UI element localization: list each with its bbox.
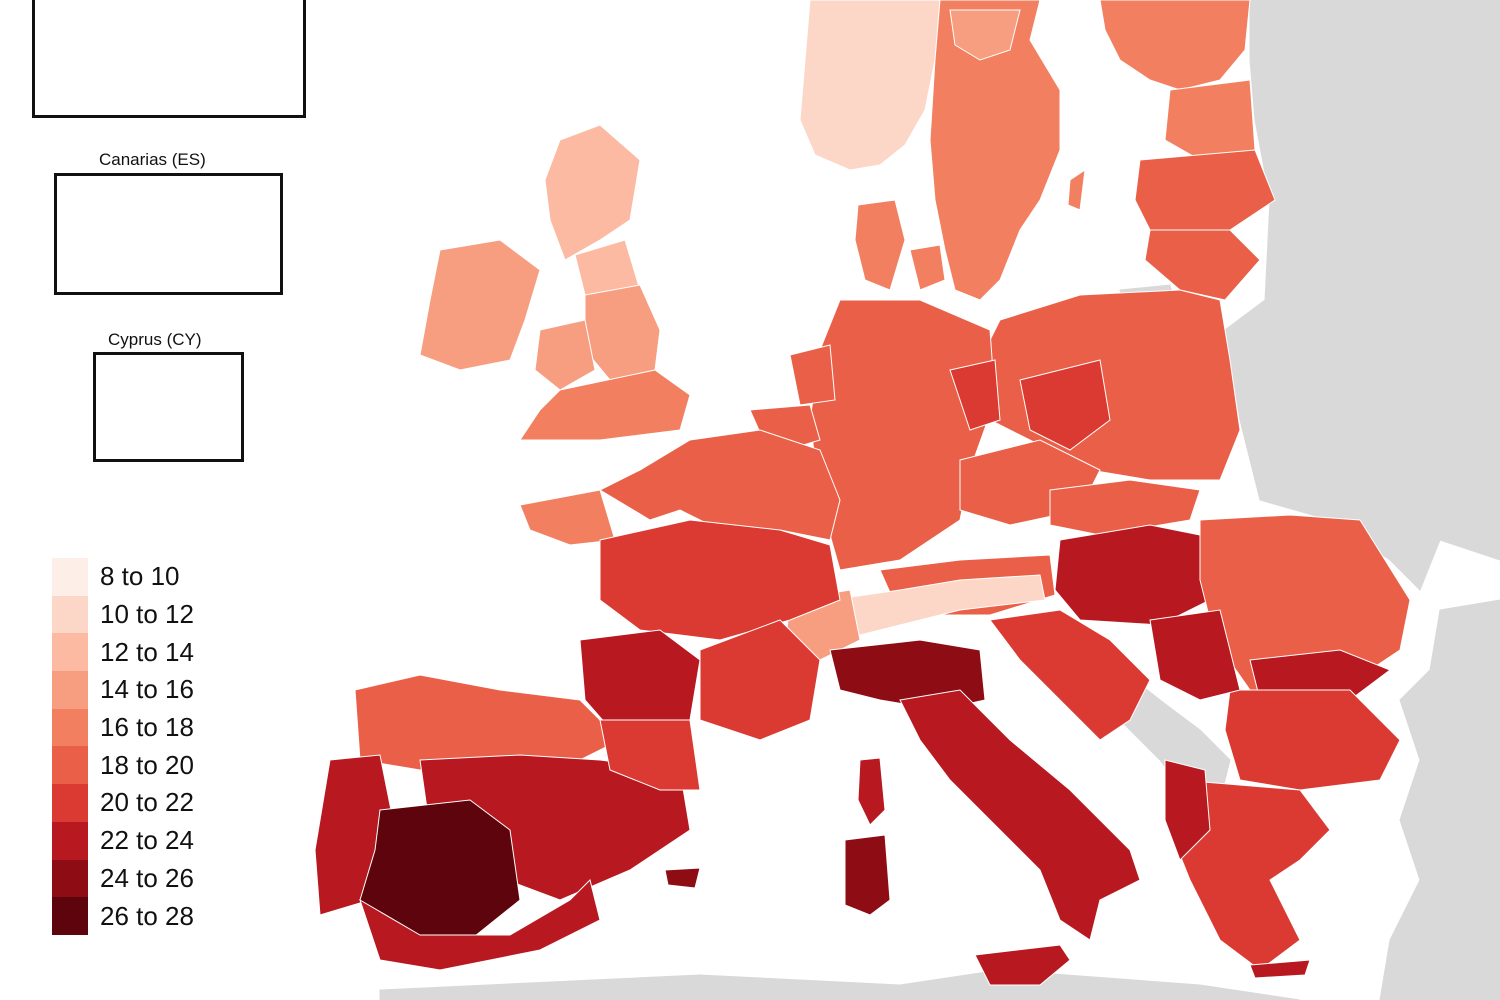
crete xyxy=(1249,959,1311,979)
norway xyxy=(799,0,941,171)
legend-swatch xyxy=(52,746,88,785)
england-midlands xyxy=(584,284,661,381)
legend-label: 22 to 24 xyxy=(100,825,194,856)
germany xyxy=(809,299,996,571)
non-eu-land xyxy=(379,0,1500,1000)
italy-peninsula xyxy=(899,689,1141,941)
legend-label: 24 to 26 xyxy=(100,862,194,893)
legend-item: 26 to 28 xyxy=(52,897,194,935)
legend-label: 12 to 14 xyxy=(100,636,194,667)
wales xyxy=(534,319,596,391)
spain-north xyxy=(354,674,621,771)
legend-swatch xyxy=(52,671,88,709)
alps-light xyxy=(829,574,1046,641)
legend-swatch xyxy=(52,595,88,634)
mainland xyxy=(749,289,1411,979)
spain-south xyxy=(359,879,601,971)
russia-east-land xyxy=(1224,0,1500,591)
sicily xyxy=(974,944,1071,986)
iberia xyxy=(314,674,701,971)
turkey-land xyxy=(1379,599,1500,1000)
legend-swatch xyxy=(52,633,88,672)
france xyxy=(519,429,886,826)
england-south xyxy=(519,369,691,441)
legend-label: 26 to 28 xyxy=(100,900,194,931)
cyprus-inset-frame xyxy=(93,352,244,462)
brittany xyxy=(519,489,616,546)
legend-swatch xyxy=(52,784,88,822)
latvia xyxy=(1134,149,1276,231)
legend-swatch xyxy=(52,821,88,860)
legend-label: 10 to 12 xyxy=(100,599,194,630)
legend-item: 14 to 16 xyxy=(52,671,194,709)
cyprus-inset-title: Cyprus (CY) xyxy=(108,330,202,349)
legend-swatch xyxy=(52,859,88,898)
netherlands xyxy=(789,344,836,406)
sardinia xyxy=(844,834,891,916)
poland-south xyxy=(1019,359,1111,451)
legend-label: 20 to 22 xyxy=(100,787,194,818)
legend-item: 10 to 12 xyxy=(52,595,194,634)
serbia-area xyxy=(1149,609,1241,701)
greece-west xyxy=(1164,759,1211,861)
france-center xyxy=(599,519,841,641)
legend-swatch xyxy=(52,708,88,747)
legend-item: 8 to 10 xyxy=(52,558,194,596)
italy xyxy=(829,639,1141,986)
legend: 8 to 10 10 to 12 12 to 14 14 to 16 16 to 18 1… xyxy=(52,558,194,935)
finland xyxy=(1099,0,1251,91)
legend-label: 8 to 10 xyxy=(100,561,180,592)
slovakia xyxy=(1049,479,1201,536)
bulgaria xyxy=(1224,689,1401,791)
legend-label: 14 to 16 xyxy=(100,674,194,705)
legend-swatch xyxy=(52,897,88,935)
sweden xyxy=(929,0,1061,301)
canarias-inset-frame xyxy=(54,173,283,295)
legend-swatch xyxy=(52,558,88,596)
hungary xyxy=(1054,524,1211,626)
denmark xyxy=(854,199,906,291)
balearic xyxy=(664,867,701,889)
corsica xyxy=(857,757,886,826)
legend-label: 16 to 18 xyxy=(100,712,194,743)
top-inset-frame xyxy=(32,0,306,118)
scandinavia xyxy=(799,0,1251,301)
legend-item: 24 to 26 xyxy=(52,859,194,898)
british-isles xyxy=(419,124,691,441)
spain-catalonia xyxy=(599,719,701,791)
gotland xyxy=(1067,168,1086,211)
legend-item: 16 to 18 xyxy=(52,708,194,747)
denmark-islands xyxy=(909,244,946,291)
estonia xyxy=(1164,79,1256,161)
sweden-north xyxy=(949,9,1021,61)
north-africa-land xyxy=(379,969,1301,1000)
germany-east xyxy=(949,359,1001,431)
legend-item: 20 to 22 xyxy=(52,784,194,822)
legend-item: 18 to 20 xyxy=(52,746,194,785)
scotland xyxy=(544,124,641,261)
legend-item: 12 to 14 xyxy=(52,633,194,672)
canarias-inset-title: Canarias (ES) xyxy=(99,150,206,169)
lithuania xyxy=(1144,229,1261,301)
ireland xyxy=(419,239,541,371)
legend-label: 18 to 20 xyxy=(100,749,194,780)
baltics xyxy=(1134,79,1276,301)
slovenia-croatia xyxy=(989,609,1151,741)
france-southeast xyxy=(699,619,821,741)
legend-item: 22 to 24 xyxy=(52,821,194,860)
